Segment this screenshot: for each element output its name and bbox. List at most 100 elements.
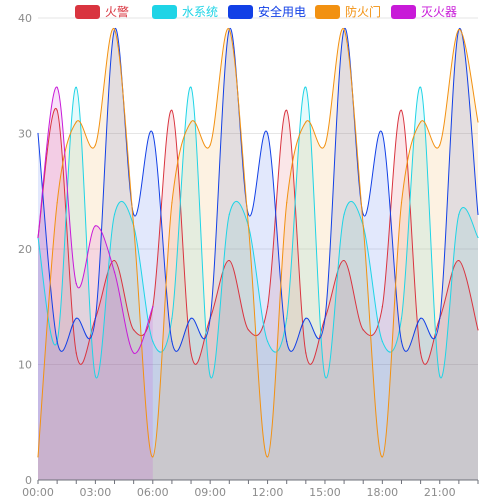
data-point[interactable] xyxy=(343,213,345,215)
data-point[interactable] xyxy=(228,28,230,31)
data-point[interactable] xyxy=(439,317,441,319)
data-point[interactable] xyxy=(381,306,383,308)
data-point[interactable] xyxy=(75,121,77,123)
data-point[interactable] xyxy=(477,213,479,215)
data-point[interactable] xyxy=(381,132,383,135)
series-line-2[interactable] xyxy=(37,28,479,352)
series-line-1[interactable] xyxy=(37,86,479,379)
data-point[interactable] xyxy=(209,144,211,146)
data-point[interactable] xyxy=(113,259,116,262)
legend-item[interactable]: 灭火器 xyxy=(391,5,457,19)
data-point[interactable] xyxy=(343,28,345,31)
series-line-0[interactable] xyxy=(37,107,479,365)
data-point[interactable] xyxy=(381,340,383,342)
data-point[interactable] xyxy=(228,259,230,262)
legend-item[interactable]: 水系统 xyxy=(152,5,218,19)
data-point[interactable] xyxy=(305,317,307,319)
data-point[interactable] xyxy=(286,340,288,342)
data-point[interactable] xyxy=(228,213,230,215)
data-point[interactable] xyxy=(75,317,77,319)
data-point[interactable] xyxy=(400,317,403,319)
data-point[interactable] xyxy=(324,144,326,146)
legend-item[interactable]: 安全用电 xyxy=(228,4,306,19)
data-point[interactable] xyxy=(94,225,96,227)
data-point[interactable] xyxy=(477,236,479,239)
data-point[interactable] xyxy=(209,317,211,319)
data-point[interactable] xyxy=(458,259,460,262)
data-point[interactable] xyxy=(133,352,135,354)
data-point[interactable] xyxy=(190,352,192,354)
data-point[interactable] xyxy=(37,132,39,135)
data-point[interactable] xyxy=(152,132,154,135)
data-point[interactable] xyxy=(477,329,479,331)
data-point[interactable] xyxy=(171,202,173,204)
data-point[interactable] xyxy=(190,121,192,123)
data-point[interactable] xyxy=(324,317,326,319)
data-point[interactable] xyxy=(133,213,135,215)
series-line-4[interactable] xyxy=(37,86,154,354)
data-point[interactable] xyxy=(286,202,288,204)
data-point[interactable] xyxy=(171,340,173,342)
data-point[interactable] xyxy=(324,375,326,377)
data-point[interactable] xyxy=(113,213,116,215)
data-point[interactable] xyxy=(152,340,154,342)
data-point[interactable] xyxy=(37,456,39,458)
data-point[interactable] xyxy=(266,132,269,135)
data-point[interactable] xyxy=(362,213,364,215)
data-point[interactable] xyxy=(381,456,383,458)
data-point[interactable] xyxy=(94,144,96,146)
data-point[interactable] xyxy=(94,317,96,319)
data-point[interactable] xyxy=(400,340,403,342)
data-point[interactable] xyxy=(190,86,192,88)
data-point[interactable] xyxy=(458,213,460,215)
data-point[interactable] xyxy=(94,375,96,377)
data-point[interactable] xyxy=(152,306,154,308)
data-point[interactable] xyxy=(286,109,288,111)
data-point[interactable] xyxy=(477,121,479,123)
data-point[interactable] xyxy=(266,306,269,308)
data-point[interactable] xyxy=(113,271,116,273)
data-point[interactable] xyxy=(400,109,403,111)
series-line-3[interactable] xyxy=(37,28,479,458)
data-point[interactable] xyxy=(247,213,250,215)
legend-item[interactable]: 火警 xyxy=(75,4,129,19)
data-point[interactable] xyxy=(75,86,77,88)
legend[interactable]: 火警 水系统 安全用电 防火门 灭火器 xyxy=(75,4,457,19)
data-point[interactable] xyxy=(266,456,269,458)
data-point[interactable] xyxy=(458,28,460,31)
data-point[interactable] xyxy=(209,375,211,377)
data-point[interactable] xyxy=(362,225,364,227)
data-point[interactable] xyxy=(56,86,58,88)
data-point[interactable] xyxy=(305,86,307,88)
data-point[interactable] xyxy=(420,86,422,88)
data-point[interactable] xyxy=(247,225,250,227)
data-point[interactable] xyxy=(56,202,58,204)
data-point[interactable] xyxy=(343,259,345,262)
data-point[interactable] xyxy=(56,340,58,342)
data-point[interactable] xyxy=(266,340,269,342)
data-point[interactable] xyxy=(439,144,441,146)
data-point[interactable] xyxy=(305,121,307,123)
data-point[interactable] xyxy=(133,329,135,331)
data-point[interactable] xyxy=(133,225,135,227)
data-point[interactable] xyxy=(420,352,422,354)
data-point[interactable] xyxy=(362,329,364,331)
data-point[interactable] xyxy=(152,456,154,458)
data-point[interactable] xyxy=(56,109,58,111)
data-point[interactable] xyxy=(171,317,173,319)
y-tick-label: 40 xyxy=(18,12,32,25)
data-point[interactable] xyxy=(190,317,192,319)
data-point[interactable] xyxy=(286,317,288,319)
data-point[interactable] xyxy=(171,109,173,111)
data-point[interactable] xyxy=(420,121,422,123)
data-point[interactable] xyxy=(420,317,422,319)
data-point[interactable] xyxy=(439,375,441,377)
data-point[interactable] xyxy=(400,202,403,204)
legend-item[interactable]: 防火门 xyxy=(315,4,381,19)
data-point[interactable] xyxy=(75,352,77,354)
data-point[interactable] xyxy=(305,352,307,354)
data-point[interactable] xyxy=(75,283,77,285)
data-point[interactable] xyxy=(113,28,116,31)
data-point[interactable] xyxy=(37,236,39,239)
data-point[interactable] xyxy=(247,329,250,331)
